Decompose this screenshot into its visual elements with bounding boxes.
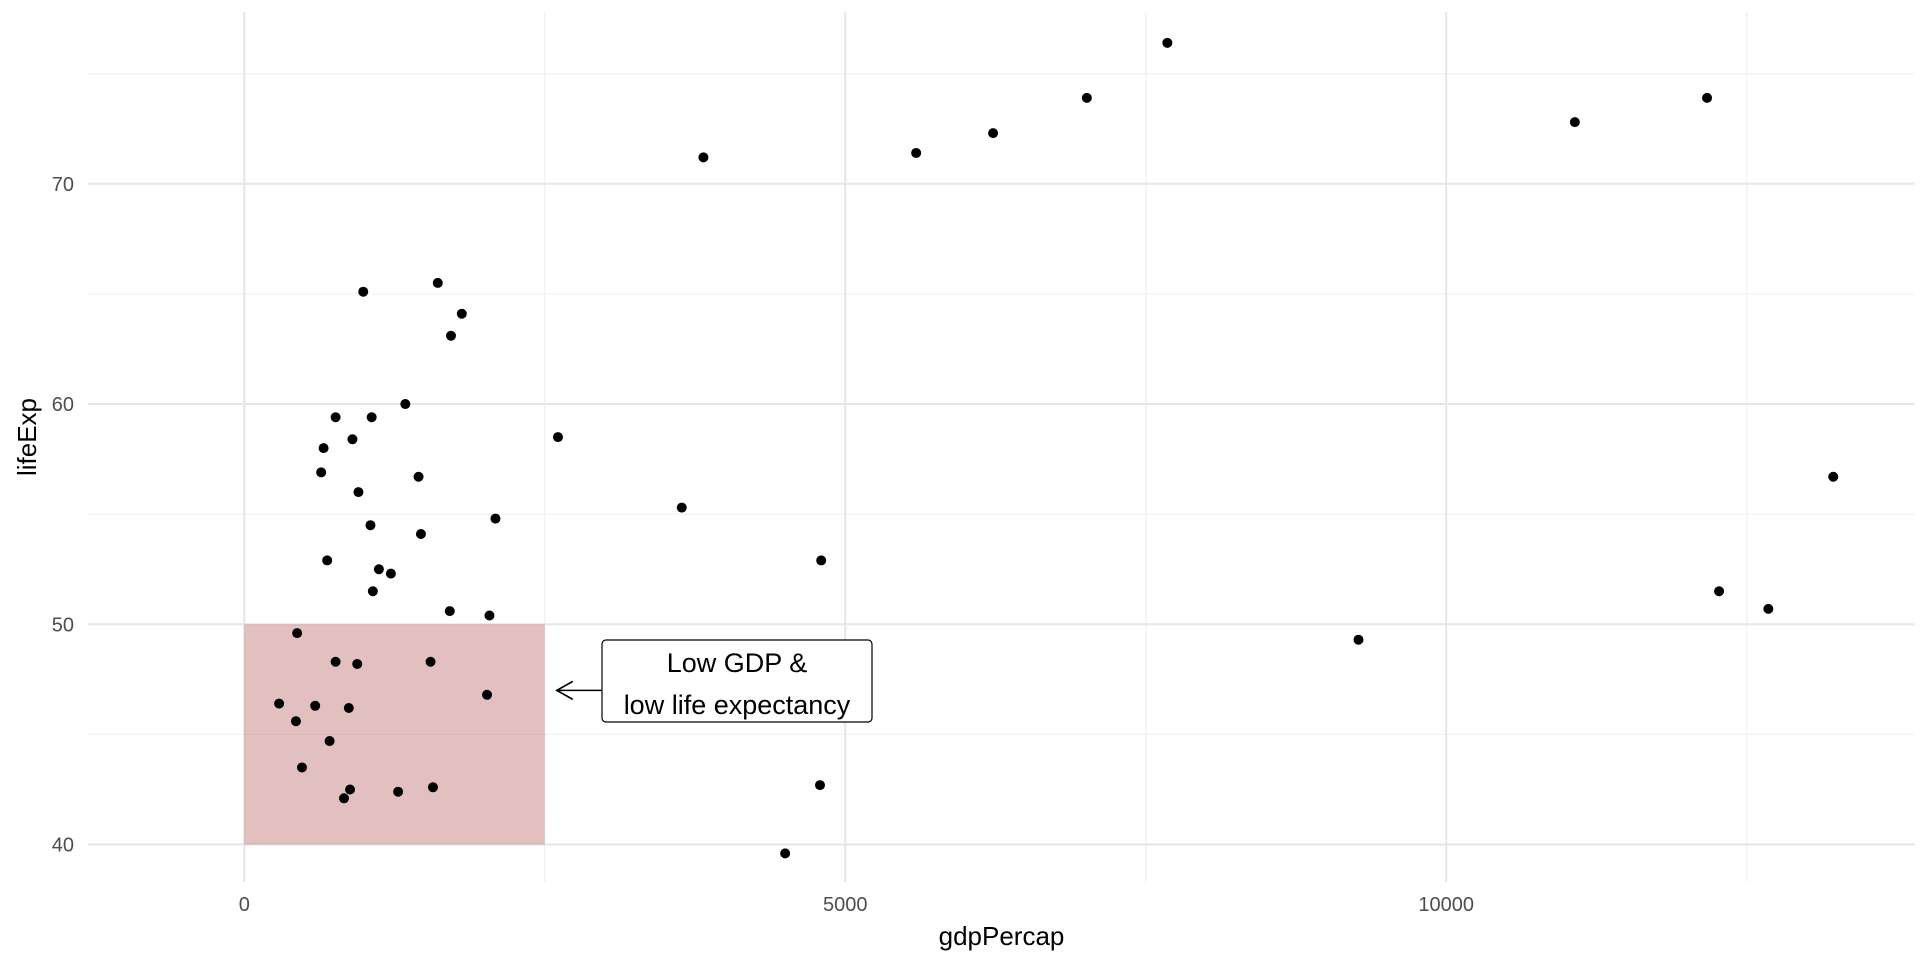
data-point <box>373 564 384 575</box>
data-point <box>339 793 350 804</box>
data-point <box>413 471 424 482</box>
x-tick-label: 5000 <box>823 894 868 916</box>
data-point <box>911 147 922 158</box>
data-point <box>988 128 999 139</box>
data-point <box>815 780 826 791</box>
data-point <box>698 152 709 163</box>
data-point <box>310 700 321 711</box>
minor-gridlines <box>88 12 1915 882</box>
data-point <box>1763 603 1774 614</box>
data-point <box>1828 471 1839 482</box>
data-point <box>318 443 329 454</box>
data-point <box>330 412 341 423</box>
y-axis-tick-labels: 40 50 60 70 <box>52 174 74 857</box>
data-point <box>484 610 495 621</box>
data-point <box>432 277 443 288</box>
data-point <box>780 848 791 859</box>
annotation-box <box>601 639 873 723</box>
data-point <box>274 698 285 709</box>
data-point <box>353 487 364 498</box>
highlight-region <box>244 624 545 845</box>
data-point <box>393 786 404 797</box>
data-point <box>352 658 363 669</box>
data-point <box>345 784 356 795</box>
data-point <box>330 656 341 667</box>
data-point <box>816 555 827 566</box>
data-point <box>400 399 411 410</box>
data-point <box>316 467 327 478</box>
annotation-text-line-1: Low GDP & <box>667 648 808 678</box>
y-tick-label: 60 <box>52 394 74 416</box>
data-point <box>490 513 501 524</box>
y-axis-title: lifeExp <box>12 398 42 476</box>
data-point <box>365 520 376 531</box>
y-tick-label: 70 <box>52 174 74 196</box>
data-points <box>274 37 1839 859</box>
data-point <box>456 308 467 319</box>
data-point <box>347 434 358 445</box>
data-point <box>415 529 426 539</box>
data-point <box>343 703 354 713</box>
data-point <box>445 330 456 341</box>
data-point <box>322 555 333 566</box>
annotation: Low GDP & low life expectancy <box>555 639 873 723</box>
y-tick-label: 50 <box>52 614 74 636</box>
data-point <box>1353 634 1364 645</box>
major-gridlines <box>88 12 1915 882</box>
x-axis-tick-labels: 0 5000 10000 <box>239 894 1474 916</box>
data-point <box>367 586 378 597</box>
data-point <box>425 656 436 667</box>
y-tick-label: 40 <box>52 835 74 857</box>
data-point <box>676 502 687 513</box>
data-point <box>324 736 335 747</box>
data-point <box>292 628 303 639</box>
x-tick-label: 0 <box>239 894 250 916</box>
data-point <box>358 286 369 297</box>
data-point <box>552 432 563 443</box>
data-point <box>385 568 396 579</box>
annotation-arrowhead <box>555 680 574 701</box>
data-point <box>1081 92 1092 103</box>
data-point <box>366 412 377 423</box>
data-point <box>1162 37 1173 48</box>
data-point <box>1714 586 1725 597</box>
data-point <box>296 762 307 773</box>
data-point <box>1569 117 1580 128</box>
data-point <box>1702 92 1713 103</box>
x-axis-title: gdpPercap <box>939 921 1065 951</box>
data-point <box>444 606 455 617</box>
data-point <box>427 782 438 793</box>
annotation-text-line-2: low life expectancy <box>624 690 851 720</box>
data-point <box>482 689 493 700</box>
x-tick-label: 10000 <box>1418 894 1474 916</box>
data-point <box>290 716 301 727</box>
